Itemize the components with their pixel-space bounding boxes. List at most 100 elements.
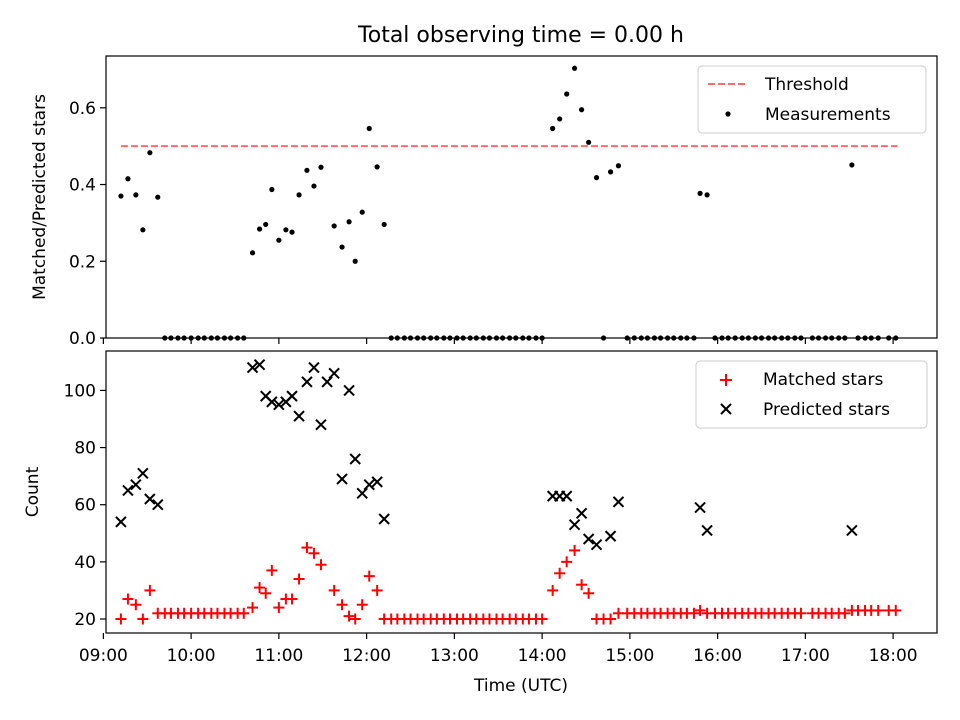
bottom-panel: 20 40 60 80 100 09:00 10:00 11:00 12:00 13:00 14:… — [23, 350, 938, 696]
predicted-star-point — [253, 359, 266, 371]
matched-star-point — [561, 556, 573, 568]
bottom-y-tick-label: 60 — [74, 496, 96, 516]
measurement-point — [283, 227, 289, 233]
predicted-star-point — [612, 496, 625, 508]
matched-star-point — [688, 607, 700, 619]
legend-measurements-swatch — [725, 111, 731, 117]
predicted-star-point — [582, 533, 595, 545]
measurement-point — [704, 192, 710, 198]
matched-star-point — [137, 613, 149, 625]
matched-star-point — [260, 587, 272, 599]
bottom-x-tick-label: 14:00 — [518, 646, 567, 666]
top-y-tick-label: 0.2 — [69, 252, 96, 272]
matched-star-point — [247, 602, 259, 614]
legend-predicted-swatch — [720, 403, 732, 415]
measurement-point — [615, 163, 622, 169]
top-x-axis-ticks — [102, 338, 894, 344]
matched-star-point — [371, 584, 383, 596]
matched-star-point — [336, 599, 348, 611]
measurement-point — [118, 193, 124, 199]
matched-star-point — [605, 613, 617, 625]
matched-star-point — [315, 559, 327, 571]
measurement-point — [579, 107, 585, 113]
matched-star-point — [130, 599, 142, 611]
bottom-legend: Matched stars Predicted stars — [695, 360, 928, 429]
measurement-point — [352, 258, 358, 264]
top-legend-box — [697, 65, 927, 134]
matched-star-point — [569, 544, 581, 556]
legend-threshold-label: Threshold — [764, 75, 849, 95]
bottom-x-tick-label: 11:00 — [254, 646, 303, 666]
measurement-point — [374, 164, 380, 170]
measurement-point — [339, 244, 345, 250]
matched-star-point — [286, 593, 298, 605]
predicted-star-point — [152, 499, 164, 511]
measurement-point — [263, 221, 269, 228]
measurement-point — [849, 162, 855, 168]
bottom-y-tick-label: 80 — [74, 439, 96, 459]
matched-star-point — [839, 607, 851, 619]
top-y-tick-label: 0.4 — [69, 176, 96, 196]
predicted-star-point — [371, 476, 383, 488]
predicted-star-point — [336, 473, 348, 485]
legend-matched-label: Matched stars — [763, 370, 883, 390]
bottom-y-tick-label: 20 — [74, 610, 96, 630]
top-y-tick-label: 0.0 — [69, 329, 96, 349]
matched-star-point — [554, 567, 566, 579]
predicted-star-point — [846, 524, 858, 537]
top-y-axis: 0.0 0.2 0.4 0.6 — [69, 99, 106, 349]
predicted-star-point — [266, 396, 278, 408]
legend-measurements-label: Measurements — [765, 105, 891, 125]
measurement-point — [359, 209, 365, 215]
matched-star-point — [301, 542, 313, 554]
bottom-x-axis: 09:00 10:00 11:00 12:00 13:00 14:00 15:00 16:00… — [79, 633, 918, 666]
predicted-star-point — [568, 519, 581, 531]
measurement-point — [304, 167, 310, 173]
matched-star-point — [795, 607, 807, 619]
measurement-point — [256, 226, 263, 232]
measurement-point — [133, 192, 139, 198]
figure-title: Total observing time = 0.00 h — [357, 23, 684, 48]
bottom-x-tick-label: 12:00 — [342, 646, 391, 666]
predicted-star-point — [575, 507, 588, 519]
bottom-x-tick-label: 16:00 — [693, 646, 742, 666]
matched-star-point — [328, 584, 340, 596]
top-legend: Threshold Measurements — [697, 65, 927, 134]
measurement-point — [147, 150, 153, 156]
predicted-star-point — [328, 367, 340, 379]
predicted-star-point — [273, 399, 285, 411]
matched-star-point — [115, 613, 127, 625]
matched-star-point — [536, 613, 548, 625]
predicted-star-point — [246, 361, 259, 374]
predicted-star-point — [286, 390, 298, 402]
legend-matched-swatch — [720, 374, 732, 386]
predicted-star-point — [308, 361, 320, 374]
matched-star-point — [583, 587, 595, 599]
bottom-y-axis: 20 40 60 80 100 — [64, 381, 106, 630]
predicted-star-point — [590, 539, 603, 551]
bottom-x-tick-label: 13:00 — [430, 646, 479, 666]
measurement-point — [346, 219, 352, 225]
measurement-point — [318, 164, 324, 170]
predicted-star-point — [293, 410, 305, 422]
top-panel: 0.0 0.2 0.4 0.6 Matched/Predicted stars Thr… — [30, 55, 938, 349]
predicted-star-point — [604, 530, 617, 542]
matched-star-point — [890, 604, 902, 616]
measurement-point — [381, 221, 387, 228]
bottom-y-tick-label: 100 — [64, 381, 96, 401]
predicted-star-point — [349, 453, 361, 465]
matched-star-point — [122, 593, 134, 605]
predicted-star-point — [378, 513, 390, 525]
bottom-x-tick-label: 18:00 — [869, 646, 918, 666]
measurement-point — [331, 223, 337, 229]
matched-star-point — [349, 613, 361, 625]
matched-star-point — [356, 599, 368, 611]
bottom-plot-area — [115, 359, 902, 625]
legend-predicted-label: Predicted stars — [763, 400, 890, 420]
top-y-axis-label: Matched/Predicted stars — [30, 94, 50, 300]
measurement-point — [311, 183, 317, 189]
measurement-point — [550, 125, 556, 132]
predicted-star-point — [315, 419, 327, 431]
bottom-x-tick-label: 09:00 — [79, 646, 128, 666]
